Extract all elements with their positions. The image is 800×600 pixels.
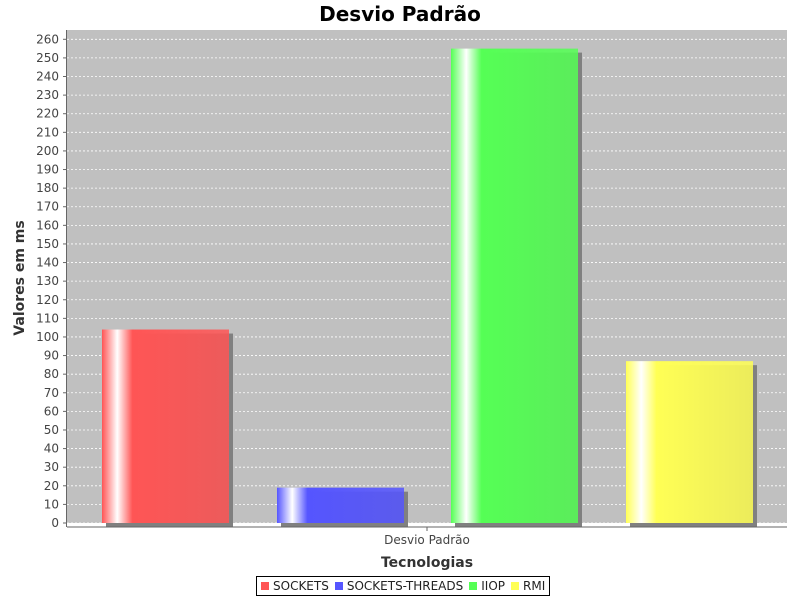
- y-tick-label: 40: [44, 442, 59, 456]
- y-axis-title: Valores em ms: [12, 220, 28, 335]
- y-tick-label: 20: [44, 479, 59, 493]
- y-tick-label: 100: [36, 330, 59, 344]
- y-tick-label: 210: [36, 125, 59, 139]
- y-tick-label: 0: [51, 516, 59, 530]
- y-tick-label: 260: [36, 32, 59, 46]
- x-axis-title: Tecnologias: [381, 555, 473, 571]
- legend-label: IIOP: [481, 579, 506, 593]
- bar-rmi: [626, 361, 753, 523]
- chart-title: Desvio Padrão: [319, 2, 481, 26]
- y-tick-label: 220: [36, 107, 59, 121]
- y-tick-label: 130: [36, 274, 59, 288]
- bar-sockets-threads: [277, 487, 404, 523]
- legend-item-sockets: SOCKETS: [261, 579, 329, 593]
- y-tick-label: 70: [44, 386, 59, 400]
- legend-item-iiop: IIOP: [469, 579, 505, 593]
- legend-swatch: [261, 582, 269, 590]
- legend-item-sockets-threads: SOCKETS-THREADS: [334, 579, 464, 593]
- bar-iiop: [451, 48, 578, 524]
- y-tick-label: 120: [36, 293, 59, 307]
- legend-swatch: [334, 582, 343, 590]
- legend-swatch: [469, 582, 478, 590]
- y-tick-label: 230: [36, 88, 59, 102]
- y-tick-label: 30: [44, 460, 59, 474]
- legend-label: RMI: [523, 579, 546, 593]
- legend-item-rmi: RMI: [511, 579, 545, 593]
- legend-swatch: [511, 582, 520, 590]
- y-tick-label: 190: [36, 163, 59, 177]
- legend: SOCKETS SOCKETS-THREADS IIOP RMI: [256, 576, 551, 596]
- y-tick-label: 170: [36, 200, 59, 214]
- x-tick-label: Desvio Padrão: [384, 533, 470, 547]
- y-tick-label: 80: [44, 367, 59, 381]
- y-tick-label: 90: [44, 349, 59, 363]
- y-tick-label: 50: [44, 423, 59, 437]
- y-tick-label: 240: [36, 70, 59, 84]
- y-tick-label: 140: [36, 256, 59, 270]
- y-tick-label: 60: [44, 404, 59, 418]
- y-tick-label: 110: [36, 311, 59, 325]
- y-tick-label: 10: [44, 497, 59, 511]
- y-tick-label: 200: [36, 144, 59, 158]
- y-tick-label: 180: [36, 181, 59, 195]
- y-tick-label: 160: [36, 218, 59, 232]
- legend-label: SOCKETS: [273, 579, 329, 593]
- y-tick-label: 250: [36, 51, 59, 65]
- bar-sockets: [102, 329, 229, 523]
- y-tick-label: 150: [36, 237, 59, 251]
- legend-label: SOCKETS-THREADS: [346, 579, 464, 593]
